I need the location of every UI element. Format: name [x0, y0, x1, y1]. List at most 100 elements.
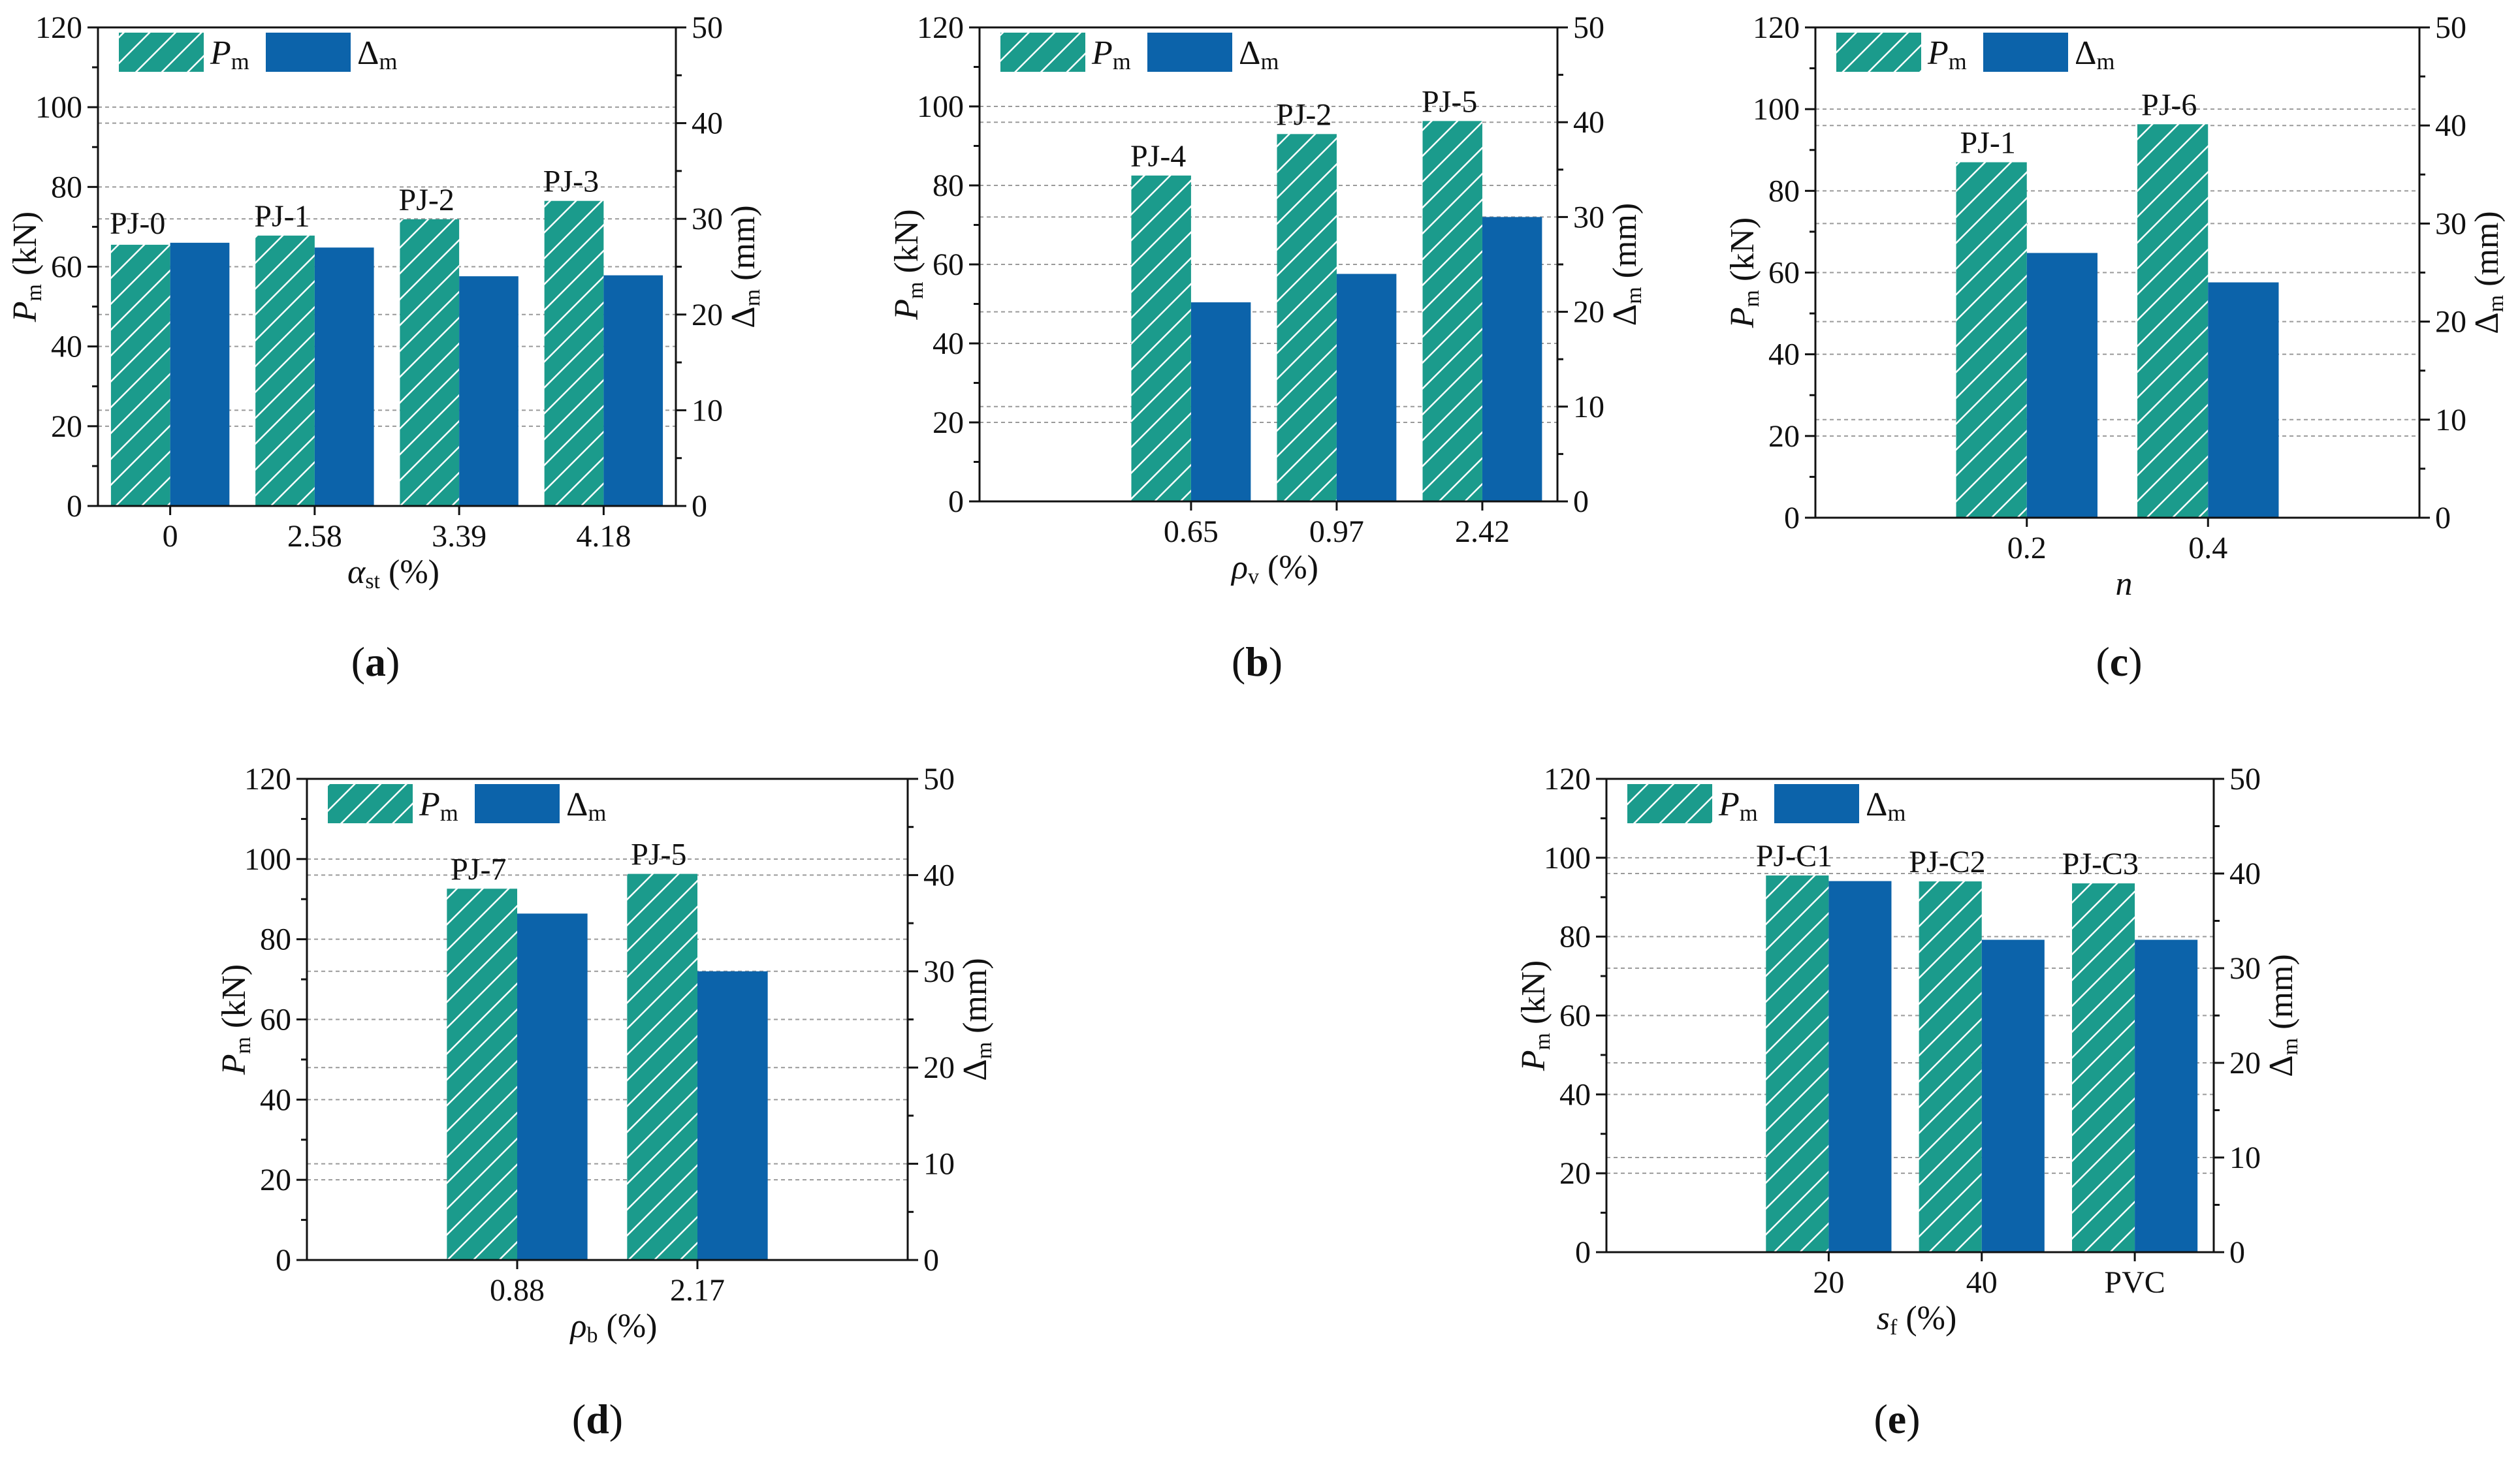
bar-dm: [1482, 217, 1542, 501]
y-axis-label-right: Δm (mm): [725, 205, 765, 328]
y-right-sub: m: [741, 289, 765, 306]
legend-label-pm: Pm: [419, 786, 458, 826]
x-tick-label: 0.2: [2007, 531, 2047, 565]
tick-label-left: 80: [51, 170, 82, 204]
panel-label-letter: b: [1245, 638, 1269, 685]
legend-label-dm: Δm: [1239, 35, 1279, 74]
y-left-sub: m: [1531, 1033, 1555, 1050]
y-axis-label-left: Pm (kN): [1724, 217, 1764, 328]
y-left-sub: m: [22, 284, 46, 301]
y-right-sub: m: [2278, 1038, 2303, 1055]
x-tick-label: 0.97: [1309, 514, 1364, 549]
chart-panel-3: PJ-1 PJ-6 0 20 40 60 80 100 120 0 10 20 30 40 50 0.2 0.4…: [1724, 10, 2508, 685]
legend-dm-main: Δ: [2075, 35, 2096, 72]
panel-label: (c): [2096, 638, 2142, 685]
bar-pm: [255, 235, 315, 506]
y-left-unit: (kN): [215, 964, 253, 1037]
tick-label-right: 40: [1573, 105, 1604, 140]
legend-label-dm: Δm: [357, 35, 397, 74]
y-right-main: Δ: [957, 1059, 994, 1080]
y-right-sub: m: [972, 1042, 997, 1059]
x-axis-label-unit: (%): [1259, 549, 1318, 586]
panel-label-open: (: [1874, 1396, 1887, 1442]
tick-label-right: 30: [2435, 206, 2466, 241]
panel-label-open: (: [2096, 638, 2109, 685]
tick-label-left: 60: [260, 1003, 291, 1037]
x-axis-label: αst (%): [347, 554, 439, 593]
panel-label-close: ): [386, 638, 400, 685]
y-left-main: P: [215, 1054, 253, 1075]
tick-label-left: 100: [1544, 841, 1591, 875]
panel-label-letter: d: [586, 1396, 609, 1442]
legend-label-pm: Pm: [210, 35, 249, 74]
y-axis-label-right: Δm (mm): [957, 958, 997, 1080]
tick-label-left: 0: [948, 484, 964, 519]
y-axis-label-right: Δm (mm): [2263, 954, 2303, 1077]
y-right-sub: m: [2484, 295, 2508, 312]
legend-pm-sub: m: [1740, 800, 1758, 826]
specimen-label: PJ-2: [399, 183, 455, 217]
tick-label-right: 20: [1573, 295, 1604, 330]
bar-dm: [2208, 282, 2279, 518]
legend-pm-main: P: [1718, 786, 1740, 823]
legend-pm-main: P: [419, 786, 440, 823]
tick-label-right: 0: [2435, 501, 2451, 535]
bar-pm: [1277, 134, 1337, 502]
specimen-label: PJ-C3: [2062, 847, 2139, 881]
panel-label: (a): [351, 638, 400, 685]
specimen-label: PJ-4: [1130, 139, 1186, 174]
tick-label-right: 0: [1573, 484, 1589, 519]
specimen-label: PJ-3: [543, 165, 599, 199]
tick-label-left: 0: [1575, 1235, 1591, 1270]
bar-pm: [1422, 121, 1482, 501]
x-axis-label-sub: v: [1248, 565, 1259, 589]
legend-pm-main: P: [1091, 35, 1113, 72]
x-tick-label: 0.65: [1164, 514, 1219, 549]
x-axis-label-sub: f: [1890, 1315, 1898, 1340]
chart-panel-4: PJ-7 PJ-5 0 20 40 60 80 100 120 0 10 20 30 40 50 0.88 2.…: [215, 762, 997, 1442]
tick-label-right: 40: [923, 858, 955, 892]
legend-label-dm: Δm: [1866, 786, 1906, 826]
bar-dm: [603, 275, 663, 506]
panel-label: (e): [1874, 1396, 1920, 1442]
legend-swatch-pm: [1836, 33, 1921, 72]
x-tick-label: 3.39: [432, 519, 486, 554]
bar-dm: [1981, 939, 2045, 1252]
x-tick-label: 0.88: [490, 1273, 545, 1308]
tick-label-left: 60: [1559, 999, 1591, 1033]
tick-label-left: 20: [1559, 1156, 1591, 1191]
tick-label-left: 20: [51, 409, 82, 444]
tick-label-right: 0: [923, 1243, 939, 1278]
tick-label-right: 10: [2435, 403, 2466, 437]
tick-label-right: 30: [2229, 951, 2261, 986]
bar-pm: [627, 874, 697, 1260]
bar-dm: [314, 247, 374, 506]
panel-label-close: ): [1906, 1396, 1920, 1442]
y-left-main: P: [7, 301, 44, 323]
legend-dm-main: Δ: [1866, 786, 1887, 823]
y-right-main: Δ: [725, 306, 762, 328]
legend-swatch-pm: [1627, 784, 1712, 823]
x-axis-label-main: s: [1877, 1300, 1890, 1337]
y-right-unit: (mm): [1606, 203, 1644, 287]
x-axis-label-sub: b: [587, 1323, 598, 1347]
bar-pm: [1919, 881, 1982, 1252]
tick-label-right: 10: [2229, 1141, 2261, 1175]
x-axis-label-main: α: [347, 554, 366, 591]
y-right-unit: (mm): [725, 205, 762, 289]
tick-label-right: 30: [923, 954, 955, 989]
tick-label-right: 30: [692, 202, 723, 236]
legend-dm-sub: m: [588, 800, 606, 826]
tick-label-right: 50: [923, 762, 955, 796]
tick-label-left: 40: [260, 1082, 291, 1117]
tick-label-right: 0: [2229, 1235, 2245, 1270]
tick-label-right: 20: [2435, 305, 2466, 339]
bar-dm: [697, 971, 768, 1260]
tick-label-left: 120: [244, 762, 291, 796]
panel-label-open: (: [1232, 638, 1245, 685]
panel-label: (d): [572, 1396, 623, 1442]
tick-label-right: 50: [692, 10, 723, 45]
legend-dm-sub: m: [2096, 48, 2114, 74]
specimen-label: PJ-C2: [1909, 845, 1985, 879]
